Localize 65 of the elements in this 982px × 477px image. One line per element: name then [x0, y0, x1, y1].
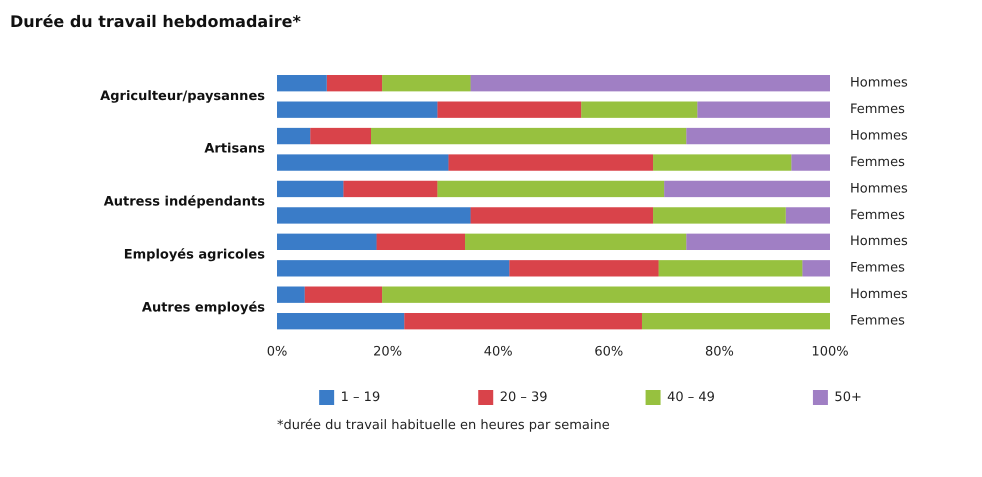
text: Autres employés	[142, 300, 266, 316]
bar	[277, 128, 310, 144]
text: Artisans	[204, 142, 266, 157]
bar	[404, 312, 642, 330]
y-tick-label: Femmes	[850, 154, 906, 170]
y-tick-label: Femmes	[850, 102, 906, 118]
text: Agriculteur/paysannes	[100, 88, 266, 104]
bar	[382, 286, 830, 303]
bar	[653, 154, 792, 171]
bar	[277, 234, 377, 250]
bar	[371, 128, 686, 144]
bar	[277, 101, 438, 118]
chart-title: Durée du travail hebdomadaire*	[10, 12, 301, 31]
legend-label: 50+	[834, 390, 940, 405]
bar	[277, 154, 448, 171]
bar	[304, 286, 382, 303]
bar	[437, 180, 664, 198]
y-tick-label: Femmes	[850, 314, 906, 329]
legend-label: 40 – 49	[667, 390, 793, 405]
bar	[326, 75, 382, 92]
bar	[470, 207, 654, 224]
bar	[277, 286, 305, 303]
bar	[376, 234, 466, 250]
text: *durée du travail habituelle en heures par semaine	[277, 418, 610, 433]
x-tick-label: 40%	[484, 344, 513, 360]
bar	[448, 154, 654, 171]
bar	[786, 207, 830, 224]
x-tick-label: 60%	[594, 344, 624, 360]
bar	[343, 180, 438, 198]
y-tick-label: Hommes	[850, 76, 908, 91]
bar	[310, 128, 372, 144]
text: Employés agricoles	[124, 247, 266, 262]
legend-label: 20 – 39	[500, 390, 626, 405]
x-tick-label: 20%	[373, 344, 402, 360]
bar	[465, 234, 686, 250]
y-tick-label: Femmes	[850, 260, 906, 276]
y-tick-label: Hommes	[850, 287, 908, 302]
bar	[664, 180, 830, 198]
y-tick-label: Hommes	[850, 234, 908, 250]
bar	[277, 180, 344, 198]
y-tick-label: Femmes	[850, 208, 906, 223]
bar	[509, 260, 659, 276]
bar	[686, 234, 830, 250]
x-tick-label: 80%	[704, 344, 734, 360]
bar	[382, 75, 471, 92]
bar	[581, 101, 698, 118]
bar	[277, 312, 404, 330]
x-tick-label: 100%	[811, 344, 849, 360]
bar	[470, 75, 830, 92]
bar	[658, 260, 802, 276]
text: Autress indépendants	[104, 194, 266, 210]
x-tick-label: 0%	[266, 344, 288, 360]
bar	[697, 101, 830, 118]
y-tick-label: Hommes	[850, 128, 908, 144]
y-tick-label: Hommes	[850, 181, 908, 196]
bar	[437, 101, 582, 118]
bar	[277, 75, 327, 92]
bar	[642, 312, 830, 330]
bar	[686, 128, 830, 144]
bar	[277, 207, 471, 224]
bar	[653, 207, 786, 224]
bar	[791, 154, 830, 171]
legend-label: 1 – 19	[340, 390, 458, 405]
bar	[802, 260, 830, 276]
bar	[277, 260, 510, 276]
